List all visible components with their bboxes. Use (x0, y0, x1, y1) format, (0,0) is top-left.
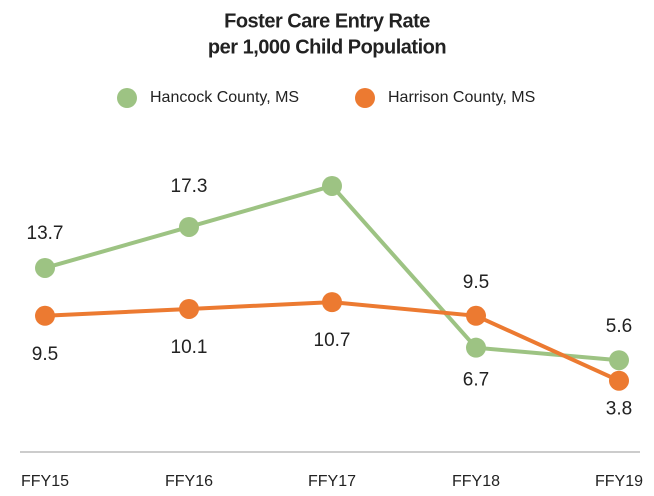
data-label: 6.7 (463, 370, 489, 391)
data-label: 10.1 (171, 337, 208, 358)
data-point (322, 175, 342, 196)
data-label: 17.3 (171, 176, 208, 197)
data-label: 9.5 (32, 344, 58, 365)
chart-title: Foster Care Entry Rate (224, 10, 430, 32)
data-point (179, 298, 199, 319)
data-point (179, 216, 199, 237)
data-label: 5.6 (606, 316, 632, 337)
data-label: 9.5 (463, 272, 489, 293)
x-tick-label: FFY15 (21, 473, 69, 490)
data-point (466, 305, 486, 326)
data-label: 10.7 (314, 330, 351, 351)
legend-marker (117, 88, 137, 108)
chart-title: per 1,000 Child Population (208, 36, 446, 58)
x-tick-label: FFY19 (595, 473, 643, 490)
data-point (466, 337, 486, 358)
data-label: 13.7 (27, 223, 64, 244)
x-tick-label: FFY18 (452, 473, 500, 490)
data-point (322, 292, 342, 313)
legend-label: Hancock County, MS (150, 89, 299, 106)
data-point (609, 350, 629, 371)
data-point (609, 370, 629, 391)
x-tick-label: FFY17 (308, 473, 356, 490)
legend-label: Harrison County, MS (388, 89, 535, 106)
legend-marker (355, 88, 375, 108)
x-tick-label: FFY16 (165, 473, 213, 490)
data-point (35, 257, 55, 278)
data-point (35, 305, 55, 326)
data-label: 3.8 (606, 399, 632, 420)
